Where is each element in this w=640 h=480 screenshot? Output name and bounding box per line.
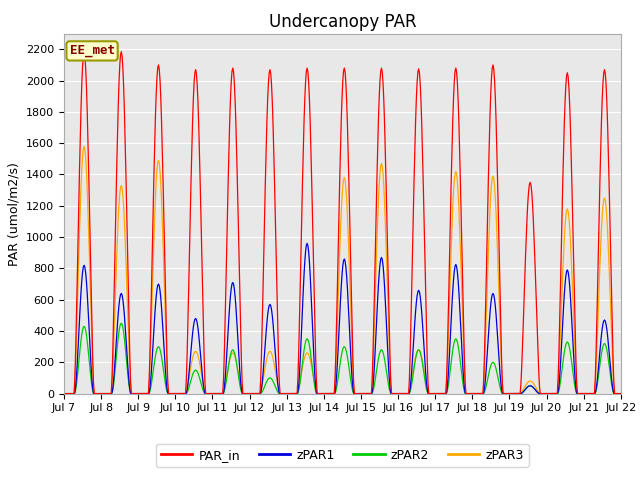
zPAR3 [617, 391, 625, 396]
PAR_in [428, 391, 435, 396]
Line: zPAR3: zPAR3 [64, 146, 621, 394]
zPAR1 [70, 391, 78, 396]
zPAR3 [214, 391, 222, 396]
zPAR2 [617, 391, 625, 396]
zPAR3 [80, 144, 88, 149]
PAR_in [185, 286, 193, 292]
zPAR3 [428, 391, 435, 396]
zPAR2 [411, 360, 419, 366]
zPAR2 [70, 391, 78, 396]
zPAR1 [184, 381, 192, 387]
zPAR3 [60, 391, 68, 396]
PAR_in [128, 391, 136, 396]
zPAR1 [127, 391, 135, 396]
zPAR1 [60, 391, 68, 396]
Legend: PAR_in, zPAR1, zPAR2, zPAR3: PAR_in, zPAR1, zPAR2, zPAR3 [156, 444, 529, 467]
Text: EE_met: EE_met [70, 44, 115, 58]
PAR_in [214, 391, 222, 396]
Line: zPAR2: zPAR2 [64, 323, 621, 394]
PAR_in [60, 391, 68, 396]
Line: PAR_in: PAR_in [64, 52, 621, 394]
zPAR1 [617, 391, 625, 396]
zPAR3 [128, 391, 136, 396]
Y-axis label: PAR (umol/m2/s): PAR (umol/m2/s) [8, 162, 20, 265]
zPAR1 [428, 391, 435, 396]
zPAR2 [214, 391, 222, 396]
zPAR2 [60, 391, 68, 396]
PAR_in [70, 391, 78, 396]
zPAR1 [411, 319, 419, 325]
PAR_in [411, 146, 419, 152]
zPAR2 [118, 320, 125, 326]
Line: zPAR1: zPAR1 [64, 243, 621, 394]
zPAR1 [214, 391, 221, 396]
zPAR2 [428, 391, 435, 396]
Title: Undercanopy PAR: Undercanopy PAR [269, 12, 416, 31]
zPAR3 [411, 358, 419, 363]
zPAR3 [185, 377, 193, 383]
zPAR2 [185, 385, 193, 391]
zPAR3 [70, 391, 78, 396]
PAR_in [118, 49, 125, 55]
zPAR2 [128, 391, 136, 396]
zPAR1 [303, 240, 311, 246]
PAR_in [617, 391, 625, 396]
